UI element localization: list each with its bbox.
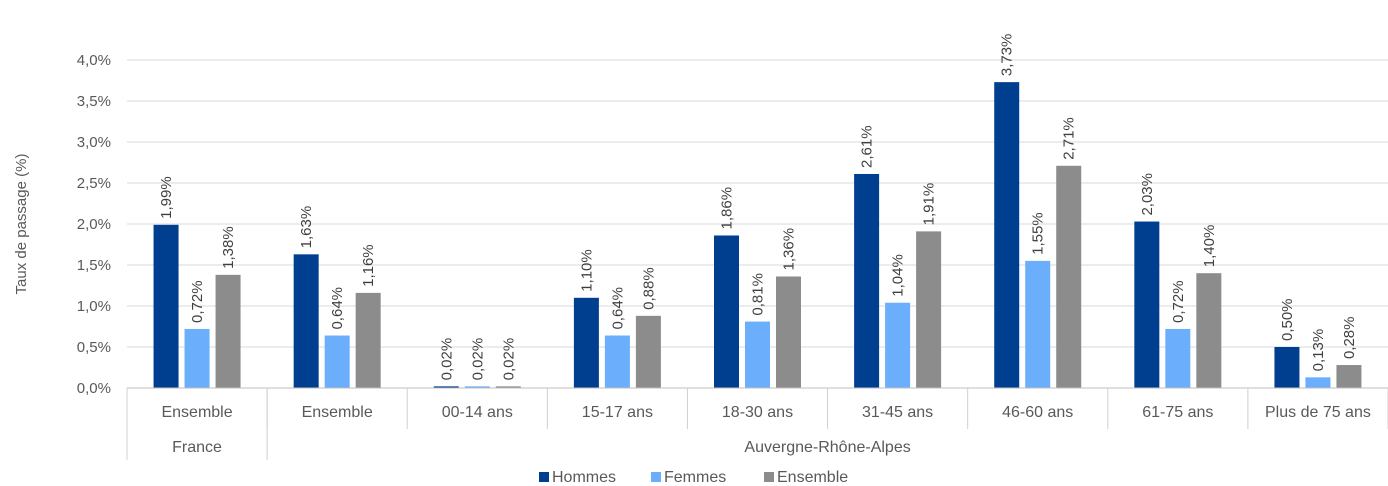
data-label: 3,73% [999,34,1016,77]
bar [916,231,942,388]
bar [573,297,599,388]
data-labels: 1,99% 0,72% 1,38% 1,63% 0,64% 1,16% 0,02% 0,02%… [158,34,1358,381]
x-tick-label: Ensemble [302,404,373,421]
bar [1274,347,1300,388]
bar [1056,165,1082,388]
data-label: 0,50% [1279,298,1296,341]
x-group-label: Auvergne-Rhône-Alpes [744,439,910,456]
y-tick-label: 0,5% [77,339,111,356]
bar [1196,273,1222,388]
bar [745,321,770,388]
data-label: 1,99% [158,176,175,219]
data-label: 0,72% [1170,280,1187,323]
data-label: 0,28% [1341,316,1358,359]
x-tick-label: 61-75 ans [1142,404,1213,421]
data-label: 1,10% [578,249,595,292]
data-label: 0,72% [189,280,206,323]
legend: Hommes Femmes Ensemble [539,469,848,486]
data-label: 0,13% [1310,329,1327,372]
y-tick-label: 3,0% [77,134,111,151]
data-label: 1,16% [360,244,377,287]
data-label: 2,03% [1139,173,1156,216]
data-label: 0,81% [750,273,767,316]
data-label: 0,88% [640,267,657,310]
y-tick-label: 1,5% [77,257,111,274]
bar [433,386,459,388]
x-group-label: France [172,439,222,456]
data-label: 0,64% [329,287,346,330]
bar [1134,221,1160,388]
y-axis-ticks: 0,0% 0,5% 1,0% 1,5% 2,0% 2,5% 3,0% 3,5% 4,0% [77,52,111,397]
data-label: 0,64% [609,287,626,330]
bars [153,82,1362,388]
legend-swatch [764,472,774,482]
y-tick-label: 2,0% [77,216,111,233]
data-label: 1,86% [719,187,736,230]
legend-swatch [539,472,549,482]
data-label: 1,40% [1201,225,1218,268]
bar [1336,365,1362,388]
legend-label: Femmes [664,469,726,486]
x-tick-label: 00-14 ans [442,404,513,421]
data-label: 0,02% [500,338,517,381]
data-label: 2,71% [1061,117,1078,160]
y-tick-label: 4,0% [77,52,111,69]
bar [776,276,801,388]
bar [714,235,739,388]
y-axis-label: Taux de passage (%) [13,154,30,295]
data-label: 1,63% [298,206,315,249]
data-label: 0,02% [469,338,486,381]
data-label: 1,91% [921,183,938,226]
x-tick-label: 15-17 ans [582,404,653,421]
y-tick-label: 2,5% [77,175,111,192]
data-label: 1,38% [220,226,237,269]
bar [885,302,911,388]
data-label: 2,61% [859,125,876,168]
bar [153,224,179,388]
data-label: 1,36% [781,228,798,271]
bar [184,328,210,388]
legend-swatch [651,472,661,482]
bar [994,82,1020,388]
x-tick-label: Ensemble [161,404,232,421]
bar [1165,328,1191,388]
data-label: 1,55% [1030,212,1047,255]
bar [464,386,490,388]
x-tick-label: 18-30 ans [722,404,793,421]
bar [1305,377,1331,388]
bar [635,315,661,388]
bar [495,386,521,388]
bar [355,292,381,388]
bar [1025,260,1051,388]
y-tick-label: 0,0% [77,380,111,397]
x-tick-label: 46-60 ans [1002,404,1073,421]
x-tick-label: Plus de 75 ans [1265,404,1371,421]
data-label: 1,04% [890,254,907,297]
x-axis: Ensemble Ensemble 00-14 ans 15-17 ans 18-30 … [126,387,1388,460]
legend-label: Hommes [552,469,616,486]
bar [215,274,241,388]
x-tick-label: 31-45 ans [862,404,933,421]
bar [854,173,880,388]
y-tick-label: 3,5% [77,93,111,110]
bar [604,335,630,388]
y-tick-label: 1,0% [77,298,111,315]
data-label: 0,02% [438,338,455,381]
bar [324,335,350,388]
bar [293,254,319,388]
legend-label: Ensemble [777,469,848,486]
